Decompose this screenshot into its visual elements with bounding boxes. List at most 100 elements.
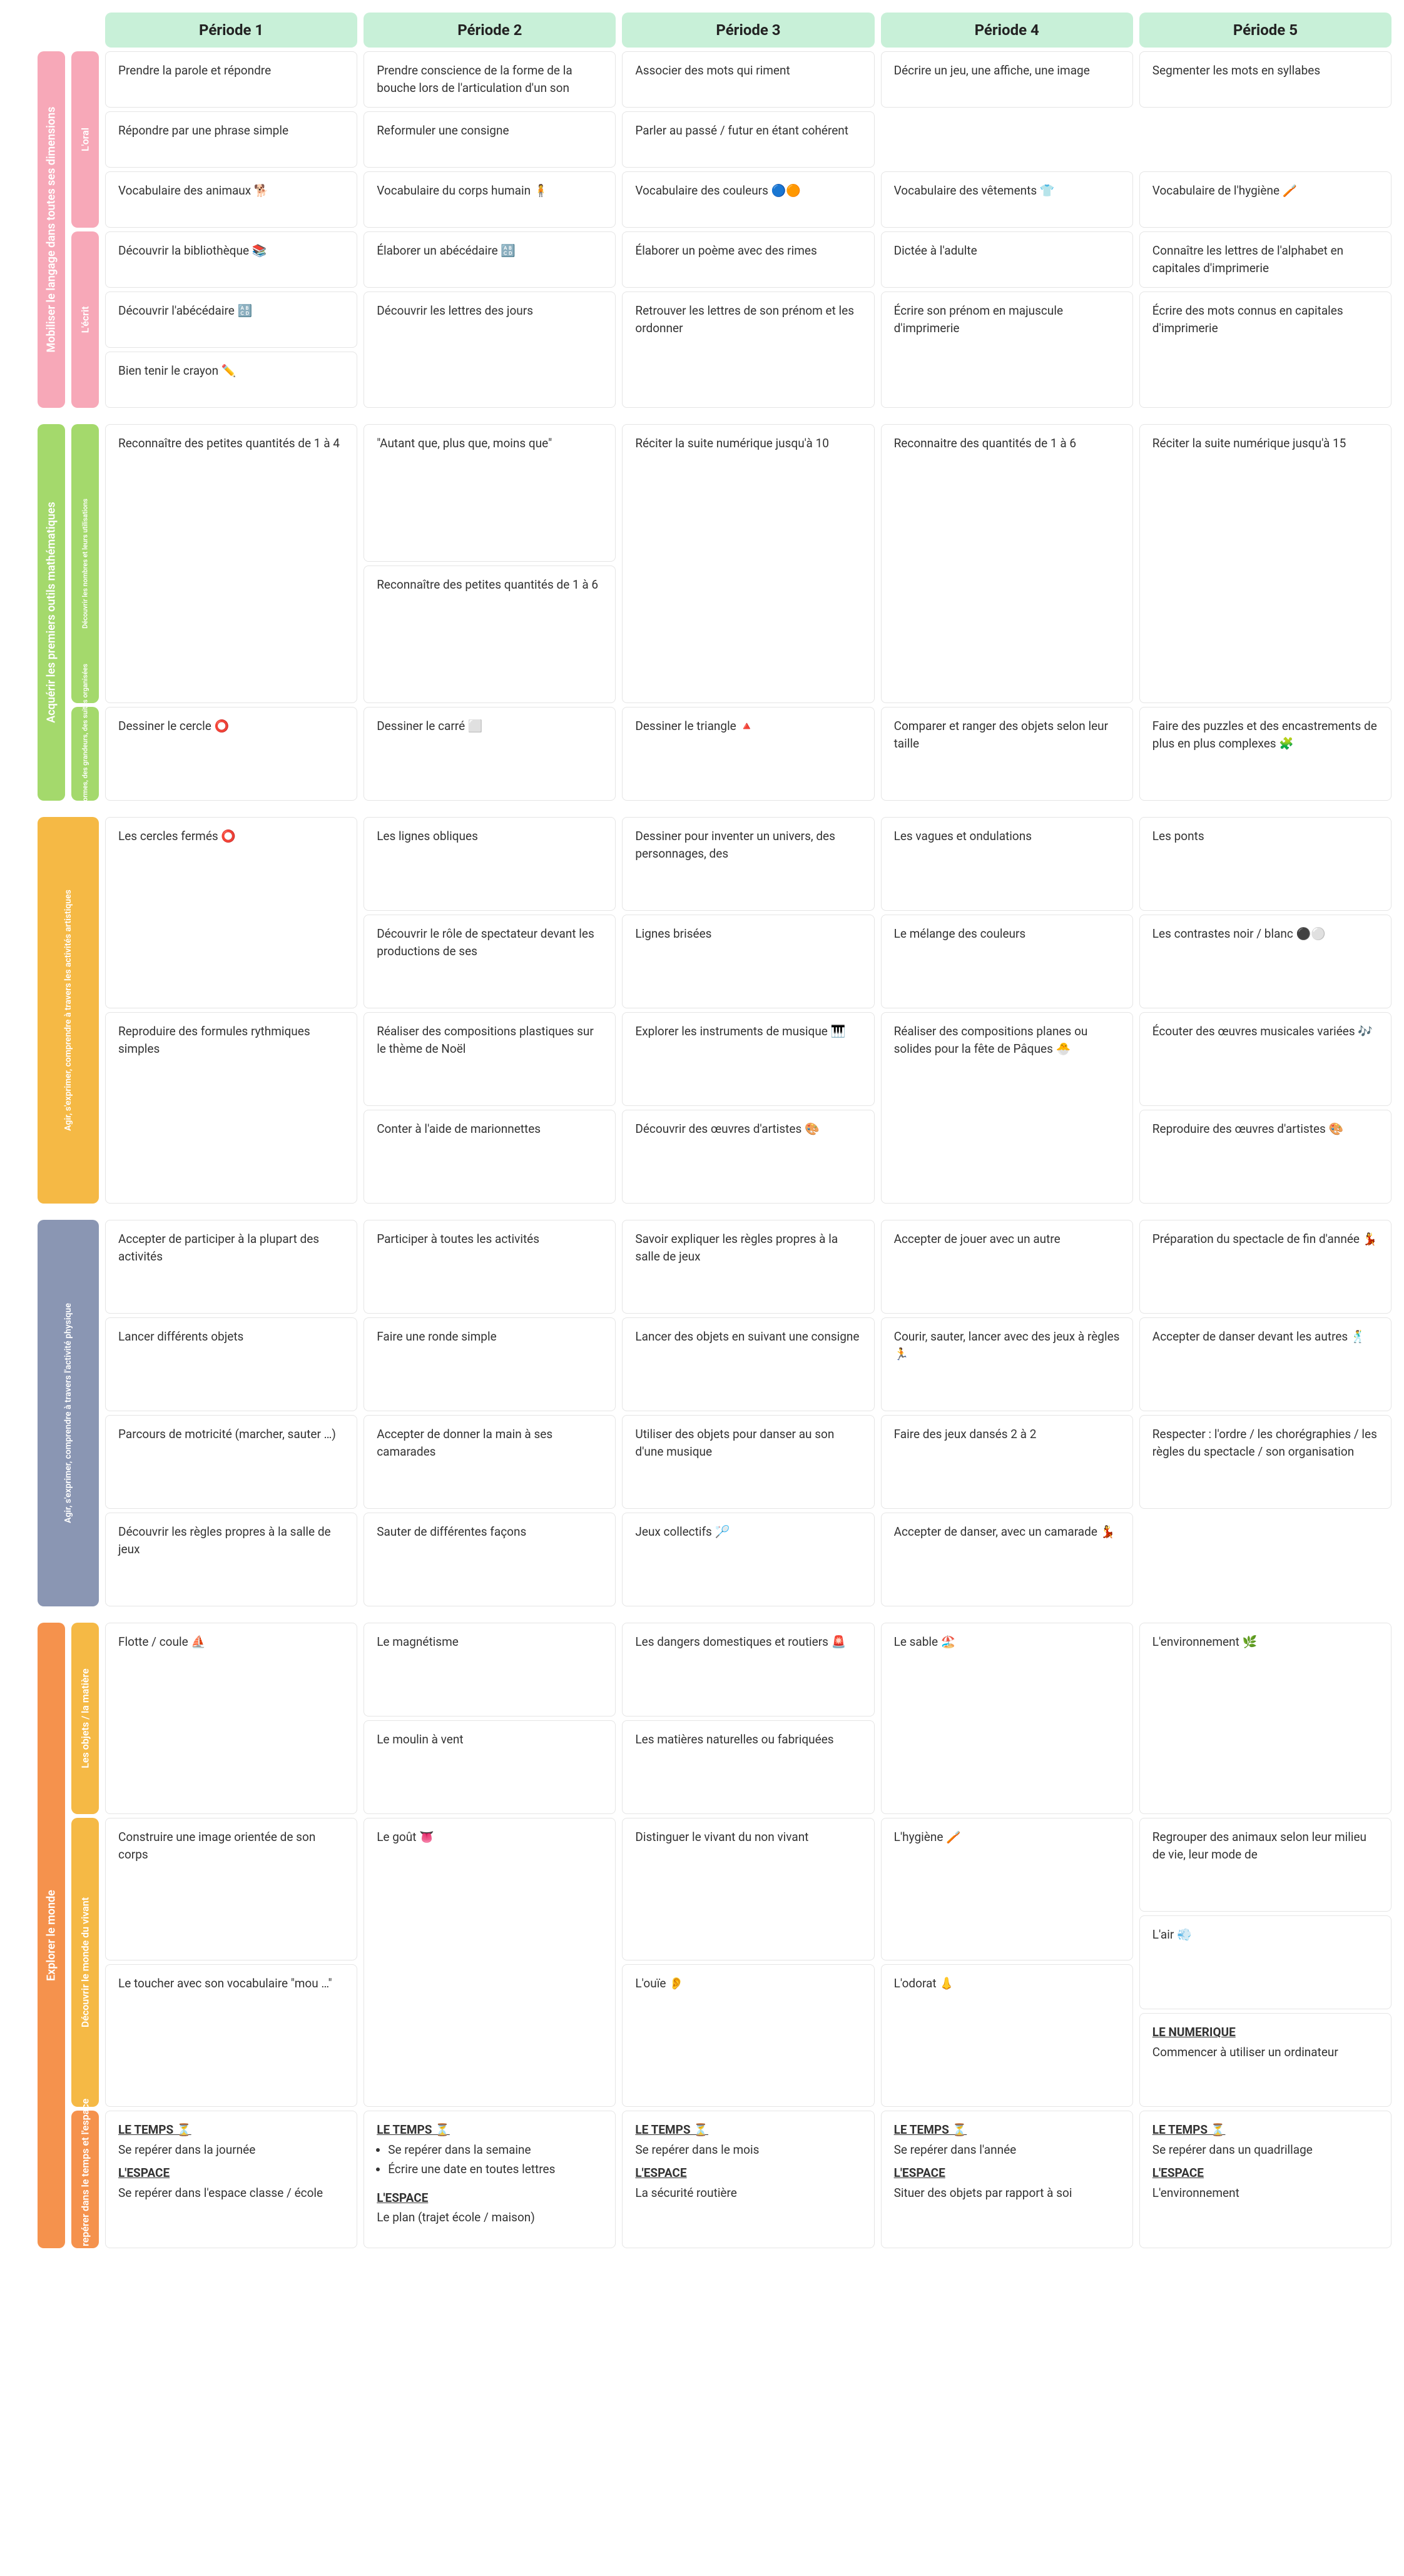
cell: Comparer et ranger des objets selon leur…	[881, 707, 1133, 801]
card: Découvrir les règles propres à la salle …	[105, 1513, 357, 1606]
card: Courir, sauter, lancer avec des jeux à r…	[881, 1317, 1133, 1411]
cell: Découvrir les règles propres à la salle …	[105, 1513, 357, 1606]
cell: Le magnétismeLe moulin à vent	[364, 1623, 616, 1814]
cell: Dessiner le carré ⬜	[364, 707, 616, 801]
card: Utiliser des objets pour danser au son d…	[622, 1415, 874, 1509]
sub-tab: Se repérer dans le temps et l'espace	[71, 2111, 99, 2248]
card: Dessiner pour inventer un univers, des p…	[622, 817, 874, 911]
card: LE TEMPS ⏳Se repérer dans l'annéeL'ESPAC…	[881, 2111, 1133, 2248]
domain-tab: Agir, s'exprimer, comprendre à travers l…	[38, 817, 99, 1204]
cell: LE TEMPS ⏳Se repérer dans l'annéeL'ESPAC…	[881, 2111, 1133, 2248]
period-header: Période 2	[364, 13, 616, 48]
card: Lignes brisées	[622, 915, 874, 1008]
card: Prendre conscience de la forme de la bou…	[364, 51, 616, 108]
card: Répondre par une phrase simple	[105, 111, 357, 168]
card: Distinguer le vivant du non vivant	[622, 1818, 874, 1960]
cell: Écouter des œuvres musicales variées 🎶Re…	[1139, 1012, 1391, 1204]
cell: Flotte / coule ⛵	[105, 1623, 357, 1814]
card: Vocabulaire du corps humain 🧍	[364, 171, 616, 228]
card: LE TEMPS ⏳Se repérer dans un quadrillage…	[1139, 2111, 1391, 2248]
cell: Prendre la parole et répondre	[105, 51, 357, 108]
cell: Faire une ronde simple	[364, 1317, 616, 1411]
card: Accepter de jouer avec un autre	[881, 1220, 1133, 1314]
cell: Participer à toutes les activités	[364, 1220, 616, 1314]
cell: Dessiner pour inventer un univers, des p…	[622, 817, 874, 1008]
cell: Distinguer le vivant du non vivantL'ouïe…	[622, 1818, 874, 2107]
domain-tab: Agir, s'exprimer, comprendre à travers l…	[38, 1220, 99, 1606]
card: Réciter la suite numérique jusqu'à 15	[1139, 424, 1391, 703]
card: Écrire son prénom en majuscule d'imprime…	[881, 292, 1133, 408]
card: LE NUMERIQUECommencer à utiliser un ordi…	[1139, 2013, 1391, 2107]
card: Préparation du spectacle de fin d'année …	[1139, 1220, 1391, 1314]
card: Accepter de donner la main à ses camarad…	[364, 1415, 616, 1509]
card: L'odorat 👃	[881, 1964, 1133, 2107]
card: Les contrastes noir / blanc ⚫⚪	[1139, 915, 1391, 1008]
card: Retrouver les lettres de son prénom et l…	[622, 292, 874, 408]
sub-tab: Explorer des formes, des grandeurs, des …	[71, 707, 99, 801]
period-header: Période 1	[105, 13, 357, 48]
cell: Sauter de différentes façons	[364, 1513, 616, 1606]
cell: Les vagues et ondulationsLe mélange des …	[881, 817, 1133, 1008]
card: Reformuler une consigne	[364, 111, 616, 168]
card: Écouter des œuvres musicales variées 🎶	[1139, 1012, 1391, 1106]
card: Le goût 👅	[364, 1818, 616, 2107]
card: Le sable 🏖️	[881, 1623, 1133, 1814]
card: Réciter la suite numérique jusqu'à 10	[622, 424, 874, 703]
card: Les ponts	[1139, 817, 1391, 911]
card: Reproduire des œuvres d'artistes 🎨	[1139, 1110, 1391, 1204]
cell: Savoir expliquer les règles propres à la…	[622, 1220, 874, 1314]
card: LE TEMPS ⏳Se repérer dans la journéeL'ES…	[105, 2111, 357, 2248]
card: Regrouper des animaux selon leur milieu …	[1139, 1818, 1391, 1912]
cell: Les dangers domestiques et routiers 🚨Les…	[622, 1623, 874, 1814]
card: Faire des puzzles et des encastrements d…	[1139, 707, 1391, 801]
card: Le toucher avec son vocabulaire "mou …"	[105, 1964, 357, 2107]
sub-tab: L'écrit	[71, 231, 99, 408]
cell: Lancer différents objets	[105, 1317, 357, 1411]
card: L'environnement 🌿	[1139, 1623, 1391, 1814]
cell: Réciter la suite numérique jusqu'à 10	[622, 424, 874, 703]
cell: Accepter de danser, avec un camarade 💃	[881, 1513, 1133, 1606]
card: Découvrir le rôle de spectateur devant l…	[364, 915, 616, 1008]
cell: Vocabulaire des animaux 🐕	[105, 171, 357, 228]
domain-tab: Acquérir les premiers outils mathématiqu…	[38, 424, 65, 801]
card: Découvrir la bibliothèque 📚	[105, 231, 357, 288]
cell: Vocabulaire des vêtements 👕	[881, 171, 1133, 228]
cell: Regrouper des animaux selon leur milieu …	[1139, 1818, 1391, 2107]
cell: Les lignes obliquesDécouvrir le rôle de …	[364, 817, 616, 1008]
card: Découvrir les lettres des jours	[364, 292, 616, 408]
cell: Associer des mots qui riment	[622, 51, 874, 108]
card: Segmenter les mots en syllabes	[1139, 51, 1391, 108]
cell: Parler au passé / futur en étant cohéren…	[622, 111, 874, 168]
card: Élaborer un poème avec des rimes	[622, 231, 874, 288]
cell: Utiliser des objets pour danser au son d…	[622, 1415, 874, 1509]
card: Le magnétisme	[364, 1623, 616, 1716]
card: Les lignes obliques	[364, 817, 616, 911]
cell: Les cercles fermés ⭕	[105, 817, 357, 1008]
card: Dessiner le cercle ⭕	[105, 707, 357, 801]
cell: LE TEMPS ⏳Se repérer dans la journéeL'ES…	[105, 2111, 357, 2248]
card: L'ouïe 👂	[622, 1964, 874, 2107]
card: Flotte / coule ⛵	[105, 1623, 357, 1814]
card: Réaliser des compositions plastiques sur…	[364, 1012, 616, 1106]
cell: Dictée à l'adulte	[881, 231, 1133, 288]
cell	[1139, 111, 1391, 168]
period-header: Période 4	[881, 13, 1133, 48]
card: Lancer des objets en suivant une consign…	[622, 1317, 874, 1411]
domain-tab: Mobiliser le langage dans toutes ses dim…	[38, 51, 65, 408]
cell: Accepter de jouer avec un autre	[881, 1220, 1133, 1314]
cell: Courir, sauter, lancer avec des jeux à r…	[881, 1317, 1133, 1411]
cell: Dessiner le cercle ⭕	[105, 707, 357, 801]
period-header: Période 3	[622, 13, 874, 48]
card: Vocabulaire de l'hygiène 🪥	[1139, 171, 1391, 228]
cell: Connaître les lettres de l'alphabet en c…	[1139, 231, 1391, 288]
card: L'hygiène 🪥	[881, 1818, 1133, 1960]
cell: Répondre par une phrase simple	[105, 111, 357, 168]
cell: Réciter la suite numérique jusqu'à 15	[1139, 424, 1391, 703]
card: Reconnaitre des quantités de 1 à 6	[881, 424, 1133, 703]
card: Comparer et ranger des objets selon leur…	[881, 707, 1133, 801]
cell: Accepter de danser devant les autres 🕺	[1139, 1317, 1391, 1411]
sub-tab: L'oral	[71, 51, 99, 228]
card: Reproduire des formules rythmiques simpl…	[105, 1012, 357, 1204]
cell: Faire des jeux dansés 2 à 2	[881, 1415, 1133, 1509]
cell: Segmenter les mots en syllabes	[1139, 51, 1391, 108]
